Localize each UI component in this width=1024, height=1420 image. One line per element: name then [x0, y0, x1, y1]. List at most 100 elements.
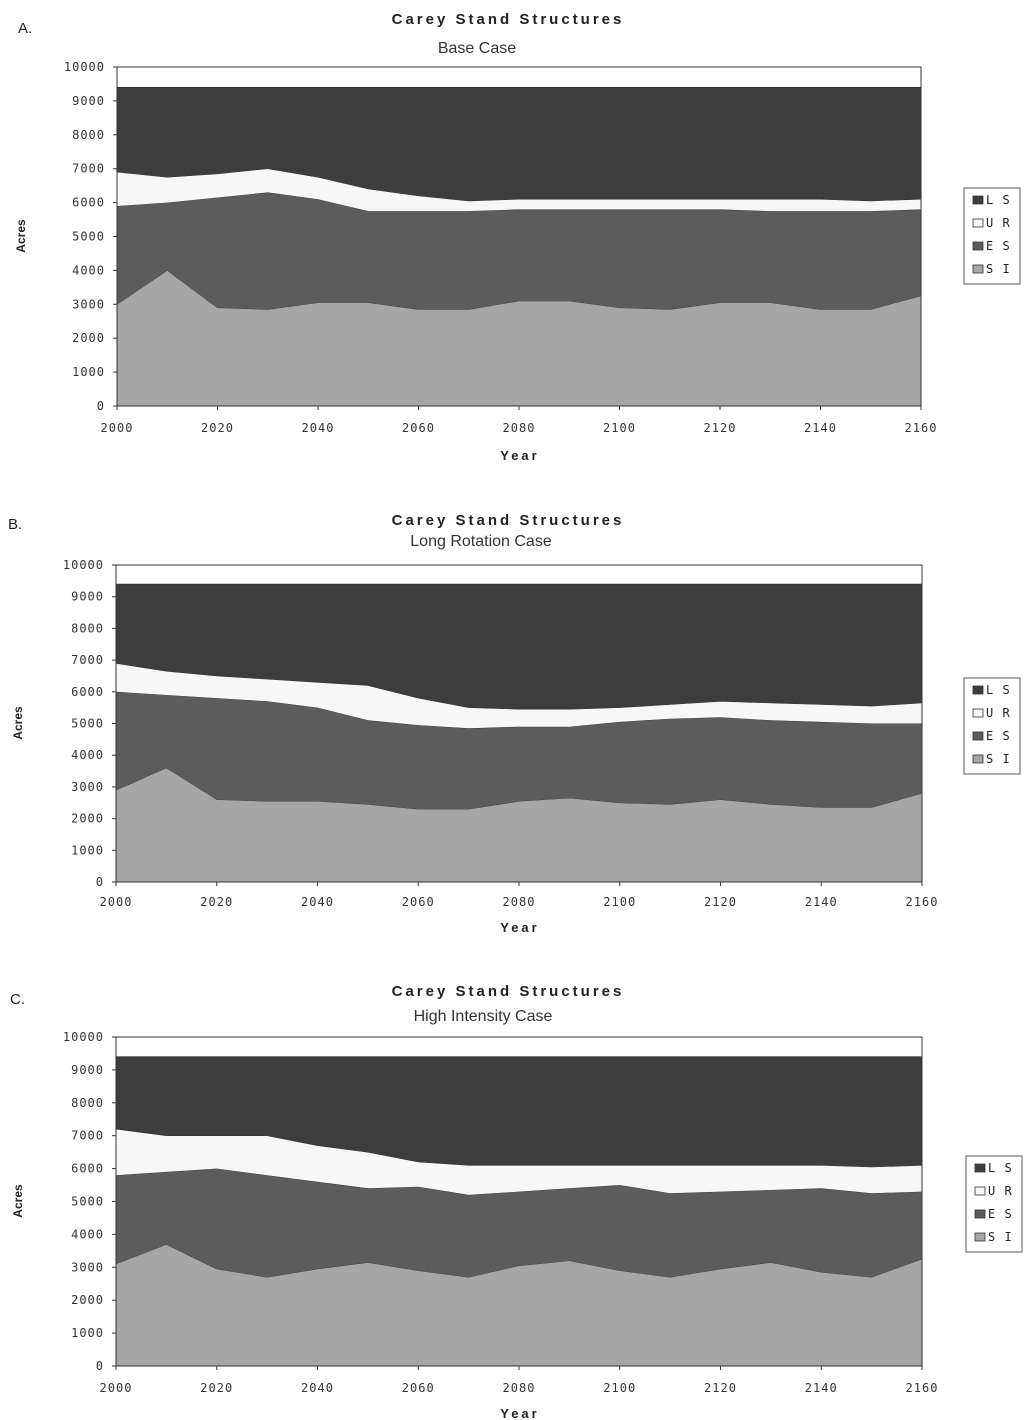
x-axis-label: Year [500, 1406, 539, 1420]
y-tick-label: 9000 [71, 1063, 104, 1077]
legend-label-ls: L S [986, 683, 1011, 697]
plot-area: 0 1000 2000 3000 4000 5000 6000 7000 8000 9000 100… [63, 558, 939, 909]
legend-label-es: E S [986, 239, 1011, 253]
y-tick-label: 3000 [72, 297, 105, 311]
plot-area: 0 1000 2000 3000 4000 5000 6000 7000 8000 9000 100… [63, 1030, 939, 1395]
legend-swatch-si [974, 1232, 986, 1242]
legend-label-ur: U R [988, 1184, 1013, 1198]
y-tick-label: 10000 [63, 1030, 104, 1044]
y-tick-label: 7000 [72, 162, 105, 176]
legend-label-ls: L S [986, 193, 1011, 207]
legend-label-es: E S [986, 729, 1011, 743]
x-tick-label: 2040 [302, 421, 335, 435]
y-tick-label: 6000 [72, 196, 105, 210]
area-series-es [116, 691, 922, 810]
y-tick-label: 1000 [71, 1326, 104, 1340]
legend-label-ur: U R [986, 706, 1011, 720]
y-tick-label: 5000 [71, 717, 104, 731]
chart-title: Carey Stand Structures [392, 983, 625, 1000]
chart-panel-base-case: A. Carey Stand Structures Base Case 0 100… [0, 0, 1024, 480]
y-tick-label: 9000 [72, 94, 105, 108]
chart-subtitle: High Intensity Case [414, 1008, 553, 1025]
y-tick-label: 4000 [71, 748, 104, 762]
y-tick-label: 5000 [71, 1195, 104, 1209]
y-tick-label: 0 [97, 399, 105, 413]
area-series-ls [117, 87, 921, 201]
panel-letter: A. [18, 20, 32, 37]
x-tick-label: 2120 [704, 895, 737, 909]
y-tick-label: 0 [96, 875, 104, 889]
y-tick-label: 7000 [71, 653, 104, 667]
x-tick-label: 2160 [905, 421, 938, 435]
x-tick-label: 2000 [100, 895, 133, 909]
x-tick-label: 2160 [906, 1381, 939, 1395]
legend-swatch-si [972, 754, 984, 764]
legend-label-si: S I [986, 752, 1011, 766]
y-tick-label: 2000 [72, 331, 105, 345]
x-tick-label: 2080 [503, 421, 536, 435]
x-axis-label: Year [500, 448, 539, 463]
y-tick-label: 9000 [71, 590, 104, 604]
y-tick-label: 5000 [72, 230, 105, 244]
chart-subtitle: Long Rotation Case [410, 533, 552, 550]
x-tick-label: 2020 [201, 421, 234, 435]
x-axis-label: Year [500, 920, 539, 935]
legend: L S U R E S S I [965, 1155, 1023, 1253]
area-series-si [116, 767, 922, 882]
x-tick-label: 2060 [402, 421, 435, 435]
area-boundary-ur [115, 663, 923, 710]
x-tick-label: 2020 [200, 895, 233, 909]
area-series-es [117, 192, 921, 310]
x-tick-label: 2120 [704, 421, 737, 435]
legend: L S U R E S S I [963, 187, 1021, 285]
legend-swatch-ur [972, 708, 984, 718]
legend: L S U R E S S I [963, 677, 1021, 775]
y-tick-label: 2000 [71, 812, 104, 826]
x-tick-label: 2000 [101, 421, 134, 435]
y-tick-label: 6000 [71, 1162, 104, 1176]
y-tick-label: 4000 [71, 1227, 104, 1241]
panel-letter: C. [10, 991, 25, 1008]
y-axis-label: Acres [14, 219, 28, 253]
legend-swatch-es [972, 731, 984, 741]
y-tick-label: 4000 [72, 263, 105, 277]
x-tick-label: 2100 [603, 1381, 636, 1395]
legend-label-si: S I [988, 1230, 1013, 1244]
x-tick-label: 2000 [100, 1381, 133, 1395]
y-axis-label: Acres [11, 706, 25, 740]
legend-swatch-ls [974, 1163, 986, 1173]
area-series-ls [116, 1056, 922, 1167]
x-tick-label: 2060 [402, 1381, 435, 1395]
legend-swatch-si [972, 264, 984, 274]
area-series-ur [117, 168, 921, 212]
y-tick-label: 8000 [71, 1096, 104, 1110]
y-tick-label: 10000 [64, 60, 105, 74]
area-series-si [116, 1244, 922, 1366]
chart-panel-long-rotation-case: B. Carey Stand Structures Long Rotation … [0, 500, 1024, 960]
x-tick-label: 2140 [805, 895, 838, 909]
x-tick-label: 2080 [503, 895, 536, 909]
area-series-ur [116, 663, 922, 729]
chart-svg: A. Carey Stand Structures Base Case 0 100… [14, 11, 1021, 463]
x-tick-label: 2080 [503, 1381, 536, 1395]
area-series-es [116, 1168, 922, 1278]
y-tick-label: 1000 [72, 365, 105, 379]
y-tick-label: 8000 [72, 128, 105, 142]
chart-title: Carey Stand Structures [392, 512, 625, 529]
x-tick-label: 2120 [704, 1381, 737, 1395]
y-tick-label: 2000 [71, 1293, 104, 1307]
legend-swatch-ur [972, 218, 984, 228]
chart-title: Carey Stand Structures [392, 11, 625, 28]
chart-panel-high-intensity-case: C. Carey Stand Structures High Intensity… [0, 975, 1024, 1420]
x-tick-label: 2140 [805, 1381, 838, 1395]
chart-svg: C. Carey Stand Structures High Intensity… [10, 983, 1023, 1420]
plot-area: 0 1000 2000 3000 4000 5000 6000 7000 8000 9000 100… [64, 60, 938, 435]
x-tick-label: 2040 [301, 1381, 334, 1395]
y-tick-label: 1000 [71, 843, 104, 857]
x-tick-label: 2100 [603, 421, 636, 435]
chart-svg: B. Carey Stand Structures Long Rotation … [8, 512, 1021, 935]
legend-swatch-ur [974, 1186, 986, 1196]
x-tick-label: 2160 [906, 895, 939, 909]
y-tick-label: 3000 [71, 780, 104, 794]
y-tick-label: 8000 [71, 621, 104, 635]
